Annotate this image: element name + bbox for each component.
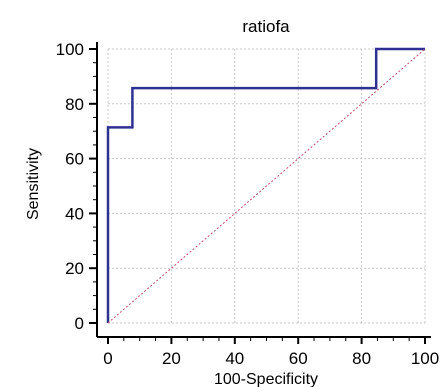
y-tick-label: 60 xyxy=(65,150,84,169)
x-tick-label: 0 xyxy=(103,349,112,368)
chart-title: ratiofa xyxy=(242,17,290,36)
y-axis-label: Sensitivity xyxy=(25,148,42,220)
minor-ticks xyxy=(89,48,426,344)
x-tick-label: 40 xyxy=(225,349,244,368)
tick-labels: 0 20 40 60 80 100 0 20 40 60 80 100 xyxy=(56,40,440,368)
grid-lines xyxy=(107,48,426,324)
y-tick-label: 20 xyxy=(65,259,84,278)
x-tick-label: 80 xyxy=(352,349,371,368)
y-tick-label: 40 xyxy=(65,204,84,223)
axes xyxy=(96,42,431,338)
x-axis-label: 100-Specificity xyxy=(214,371,318,387)
x-tick-label: 100 xyxy=(411,349,439,368)
x-tick-label: 60 xyxy=(289,349,308,368)
reference-diagonal-line xyxy=(107,48,426,324)
y-tick-label: 0 xyxy=(75,314,84,333)
y-tick-label: 100 xyxy=(56,40,84,59)
roc-curve-line xyxy=(106,47,425,323)
series-layer xyxy=(106,47,426,324)
y-tick-label: 80 xyxy=(65,95,84,114)
x-tick-label: 20 xyxy=(162,349,181,368)
